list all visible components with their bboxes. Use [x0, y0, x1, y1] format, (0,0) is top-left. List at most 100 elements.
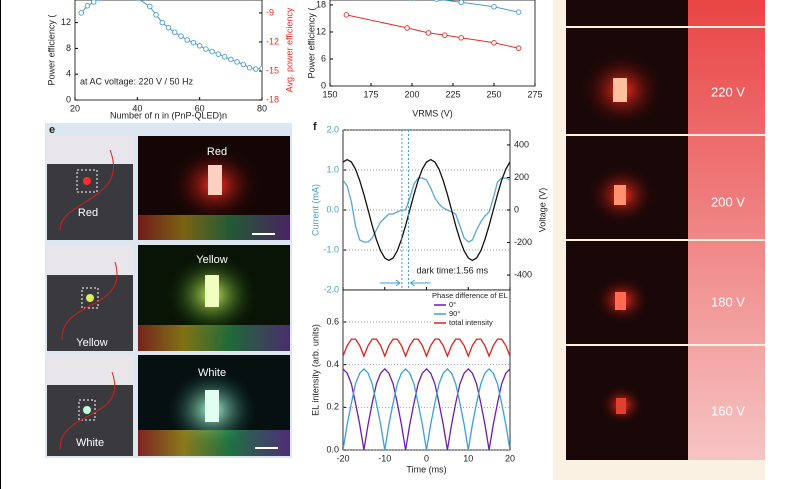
photo-row: Red Red — [47, 136, 290, 240]
y-tick-label: 4 — [66, 69, 71, 79]
x-tick-label: 20 — [70, 103, 80, 113]
highlight-box — [78, 399, 96, 421]
plot-frame — [329, 0, 536, 87]
marker — [259, 65, 262, 72]
marker — [190, 39, 197, 46]
marker — [458, 35, 464, 41]
x-tick-label: 225 — [445, 89, 460, 99]
y-tick-label: 12 — [316, 26, 326, 36]
chart: 20 40 60 80 0 4 8 12 -18 -15 -12 -9 Number of n in (… — [46, 0, 294, 120]
marker — [246, 64, 253, 71]
series-line — [343, 367, 510, 450]
x-axis-label: VRMS (V) — [412, 108, 453, 118]
marker — [253, 66, 259, 72]
inset-label: White — [76, 437, 104, 449]
y-axis-label: Current (mA) — [310, 184, 320, 236]
marker — [159, 19, 166, 26]
plot-area — [78, 0, 262, 72]
plot-area — [343, 0, 522, 51]
y-tick-label: 18 — [316, 0, 326, 9]
plot-frame — [74, 0, 263, 101]
cable — [61, 261, 118, 341]
wall — [47, 245, 133, 275]
y-tick-label: -2.0 — [323, 284, 339, 294]
plot-area — [343, 338, 510, 450]
marker — [209, 48, 215, 55]
marker — [178, 33, 184, 39]
y2-tick-label: -9 — [266, 7, 274, 17]
inset-label: Yellow — [76, 337, 107, 349]
marker — [491, 4, 497, 10]
y-tick-label: 0.0 — [326, 204, 339, 214]
voltage-label: 180 V — [711, 294, 745, 309]
highlight-box — [81, 287, 99, 309]
y-tick-label: 0.0 — [326, 444, 339, 454]
cable — [59, 149, 114, 231]
y-tick-label: -1.0 — [323, 244, 339, 254]
photo-glows — [566, 26, 765, 425]
y2-tick-label: 0 — [514, 204, 519, 214]
chart: -2.0 -1.0 0.0 1.0 2.0 -400 -200 0 200 400 Current … — [310, 124, 547, 294]
device — [86, 294, 94, 302]
marker — [196, 43, 203, 49]
y-tick-label: 0.4 — [326, 359, 339, 369]
y-tick-label: 2.0 — [326, 124, 339, 134]
legend-title: Phase difference of EL — [432, 291, 508, 300]
arrow — [379, 279, 401, 287]
device — [83, 406, 91, 414]
panel-label: f — [313, 121, 317, 133]
arrow — [409, 279, 431, 287]
marker — [84, 3, 91, 9]
marker — [184, 37, 190, 43]
device — [83, 177, 91, 185]
y2-tick-label: -12 — [266, 36, 279, 46]
marker — [442, 32, 448, 38]
y-axis-label: Power efficiency ( — [306, 8, 316, 79]
y-tick-label: 6 — [321, 53, 326, 63]
marker — [78, 10, 84, 16]
cable — [59, 371, 116, 451]
chart: 150 175 200 225 250 275 0 6 12 18 VRMS (V) Power ef… — [306, 0, 543, 118]
x-axis-label: Time (ms) — [406, 464, 446, 474]
voltage-label: 160 V — [711, 403, 745, 418]
photo-title: Red — [207, 146, 227, 158]
marker — [165, 24, 172, 31]
marker — [425, 30, 432, 36]
photo-row: Yellow Yellow — [47, 245, 290, 351]
marker — [240, 61, 247, 68]
voltage-column — [688, 0, 765, 460]
plot-area — [343, 158, 510, 262]
marker — [458, 0, 464, 6]
x-tick-label: 250 — [486, 89, 501, 99]
panel-label: e — [49, 124, 55, 136]
y2-tick-label: 200 — [514, 172, 529, 182]
voltage-label: 200 V — [711, 194, 745, 209]
marker — [515, 45, 522, 51]
marker — [228, 56, 234, 63]
y-axis-label: EL intensity (arb. units) — [310, 324, 320, 416]
legend-label: 0° — [449, 300, 456, 309]
photo-row: White White — [47, 355, 290, 456]
annotation: dark time:1.56 ms — [417, 265, 489, 275]
wall — [47, 355, 133, 385]
y-axis-label: Power efficiency ( — [46, 15, 56, 86]
marker — [171, 29, 178, 36]
photo-title: Yellow — [196, 254, 227, 266]
legend-bg — [431, 291, 509, 331]
y2-tick-label: -400 — [514, 269, 532, 279]
y-tick-label: 12 — [61, 17, 71, 27]
y-tick-label: 1.0 — [326, 164, 339, 174]
device — [205, 390, 219, 422]
marker — [147, 3, 153, 10]
inset-label: Red — [78, 207, 98, 219]
device — [208, 165, 222, 195]
marker — [434, 0, 440, 2]
y2-tick-label: -18 — [266, 94, 279, 104]
reflection — [138, 325, 290, 351]
y2-axis-label: Avg. power efficiency — [284, 7, 294, 92]
legend-label: 90° — [449, 309, 460, 318]
x-tick-label: 60 — [195, 103, 205, 113]
y2-tick-label: 400 — [514, 139, 529, 149]
marker — [221, 54, 228, 60]
